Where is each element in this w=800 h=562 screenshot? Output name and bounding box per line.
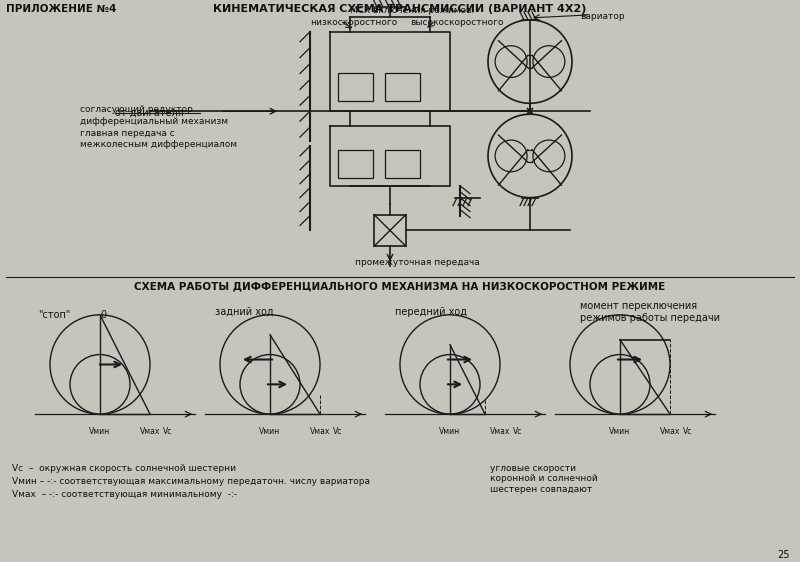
Bar	[338, 74, 373, 101]
Text: Vмах  – -:- соответствующая минимальному  -:-: Vмах – -:- соответствующая минимальному …	[12, 490, 237, 498]
Text: промежуточная передача: промежуточная передача	[355, 258, 480, 267]
Text: главная передача с
межколесным дифференциалом: главная передача с межколесным дифференц…	[80, 129, 237, 148]
Text: вариатор: вариатор	[580, 12, 625, 21]
Text: низкоскоростного: низкоскоростного	[310, 18, 398, 27]
Text: Vс: Vс	[514, 427, 522, 436]
Text: угловые скорости
коронной и солнечной
шестерен совпадают: угловые скорости коронной и солнечной ше…	[490, 464, 598, 493]
Text: "стоп": "стоп"	[38, 310, 70, 320]
Text: передний ход: передний ход	[395, 307, 467, 317]
Text: Vс: Vс	[163, 427, 173, 436]
Text: Vмах: Vмах	[660, 427, 680, 436]
Text: Vс: Vс	[334, 427, 342, 436]
Text: Vмах: Vмах	[310, 427, 330, 436]
Text: Vмин – -:- соответствующая максимальному передаточн. числу вариатора: Vмин – -:- соответствующая максимальному…	[12, 477, 370, 486]
Text: от двигателя: от двигателя	[115, 107, 184, 117]
Text: задний ход: задний ход	[215, 307, 274, 317]
Text: Vмин: Vмин	[259, 427, 281, 436]
Text: Vмах: Vмах	[490, 427, 510, 436]
Bar	[374, 215, 406, 246]
Text: высокоскоростного: высокоскоростного	[410, 18, 503, 27]
Text: СХЕМА РАБОТЫ ДИФФЕРЕНЦИАЛЬНОГО МЕХАНИЗМА НА НИЗКОСКОРОСТНОМ РЕЖИМЕ: СХЕМА РАБОТЫ ДИФФЕРЕНЦИАЛЬНОГО МЕХАНИЗМА…	[134, 281, 666, 291]
Bar	[385, 74, 420, 101]
Text: КИНЕМАТИЧЕСКАЯ СХЕМА ТРАНСМИССИИ (ВАРИАНТ 4Х2): КИНЕМАТИЧЕСКАЯ СХЕМА ТРАНСМИССИИ (ВАРИАН…	[214, 4, 586, 14]
Text: Vмах: Vмах	[140, 427, 160, 436]
Text: 25: 25	[778, 550, 790, 560]
Bar	[385, 150, 420, 178]
Text: согласующий редуктор: согласующий редуктор	[80, 105, 193, 114]
Text: момент переключения
режимов работы передачи: момент переключения режимов работы перед…	[580, 301, 720, 323]
Text: Vс: Vс	[683, 427, 693, 436]
Text: МСХ включения режимов:: МСХ включения режимов:	[350, 6, 474, 15]
Text: Vс  –  окружная скорость солнечной шестерни: Vс – окружная скорость солнечной шестерн…	[12, 464, 236, 473]
Text: ПРИЛОЖЕНИЕ №4: ПРИЛОЖЕНИЕ №4	[6, 4, 116, 14]
Text: Vмин: Vмин	[439, 427, 461, 436]
Text: Vмин: Vмин	[90, 427, 110, 436]
Text: дифференциальный механизм: дифференциальный механизм	[80, 117, 228, 126]
Text: Vмин: Vмин	[610, 427, 630, 436]
Bar	[338, 150, 373, 178]
Text: 0: 0	[100, 310, 106, 320]
